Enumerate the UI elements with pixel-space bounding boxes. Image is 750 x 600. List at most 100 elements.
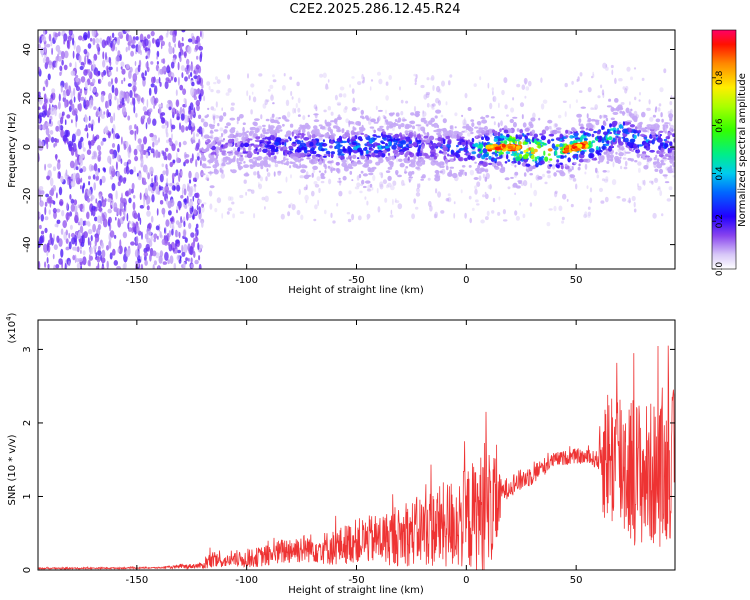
halo-blob xyxy=(430,77,435,81)
noise-blob xyxy=(92,37,96,46)
noise-blob xyxy=(157,235,159,240)
band-blob xyxy=(360,155,366,160)
noise-blob xyxy=(83,48,88,55)
band-blob xyxy=(327,160,332,164)
noise-blob xyxy=(71,110,77,116)
noise-blob xyxy=(150,96,155,104)
noise-blob xyxy=(148,222,152,229)
band-blob xyxy=(579,136,584,141)
band-blob xyxy=(316,156,319,160)
noise-blob xyxy=(98,193,102,200)
noise-blob xyxy=(131,39,136,45)
band-blob xyxy=(605,135,608,140)
halo-blob xyxy=(205,174,209,179)
band-blob xyxy=(608,136,613,141)
band-blob xyxy=(487,162,493,166)
band-blob xyxy=(528,121,533,127)
halo-blob xyxy=(592,71,595,76)
band-blob xyxy=(530,151,536,155)
halo-blob xyxy=(258,73,263,77)
halo-blob xyxy=(248,95,251,101)
noise-blob xyxy=(46,122,51,127)
band-blob xyxy=(540,135,547,141)
band-blob xyxy=(212,154,215,159)
noise-blob xyxy=(176,157,180,164)
halo-blob xyxy=(529,202,533,207)
halo-blob xyxy=(515,215,521,221)
band-blob xyxy=(285,158,289,161)
band-blob xyxy=(221,163,226,167)
band-blob xyxy=(225,156,229,159)
halo-blob xyxy=(578,90,583,93)
band-blob xyxy=(378,158,384,164)
halo-blob xyxy=(638,99,641,102)
noise-blob xyxy=(135,36,139,41)
noise-blob xyxy=(96,43,100,50)
band-blob xyxy=(669,147,675,151)
band-blob xyxy=(209,160,214,164)
noise-blob xyxy=(132,73,138,83)
band-blob xyxy=(523,172,527,177)
band-blob xyxy=(588,128,594,132)
band-blob xyxy=(480,116,486,120)
noise-blob xyxy=(182,183,186,190)
noise-blob xyxy=(174,230,179,238)
band-blob xyxy=(400,139,407,145)
noise-blob xyxy=(110,40,113,49)
noise-blob xyxy=(133,194,136,199)
halo-blob xyxy=(221,212,224,219)
noise-blob xyxy=(80,61,85,66)
band-blob xyxy=(578,158,584,163)
noise-blob xyxy=(124,202,126,211)
noise-blob xyxy=(47,110,49,117)
noise-blob xyxy=(148,87,152,96)
noise-blob xyxy=(147,117,151,125)
halo-blob xyxy=(317,199,319,207)
halo-blob xyxy=(469,169,475,176)
noise-blob xyxy=(146,34,151,39)
noise-blob xyxy=(195,44,199,51)
halo-blob xyxy=(201,127,205,134)
halo-blob xyxy=(482,173,485,179)
halo-blob xyxy=(493,121,496,126)
noise-blob xyxy=(160,117,165,124)
noise-blob xyxy=(188,109,191,115)
band-blob xyxy=(433,122,439,128)
band-blob xyxy=(659,142,664,147)
noise-blob xyxy=(115,161,118,171)
halo-blob xyxy=(388,75,393,80)
band-blob xyxy=(461,142,466,146)
noise-blob xyxy=(180,65,185,71)
halo-blob xyxy=(325,83,329,90)
band-blob xyxy=(442,118,447,124)
noise-blob xyxy=(164,185,170,194)
band-blob xyxy=(252,133,257,138)
noise-blob xyxy=(75,86,81,92)
noise-blob xyxy=(47,163,52,169)
noise-blob xyxy=(144,47,150,52)
noise-blob xyxy=(87,189,92,197)
noise-blob xyxy=(195,99,200,107)
halo-blob xyxy=(471,207,475,211)
noise-blob xyxy=(109,60,112,67)
halo-blob xyxy=(434,211,439,218)
noise-blob xyxy=(184,154,190,158)
band-blob xyxy=(636,153,641,159)
band-blob xyxy=(387,152,391,156)
noise-blob xyxy=(118,175,123,183)
band-blob xyxy=(531,129,536,135)
noise-blob xyxy=(58,93,61,102)
noise-blob xyxy=(63,64,68,71)
halo-blob xyxy=(540,77,543,83)
halo-blob xyxy=(546,222,551,227)
noise-blob xyxy=(51,88,56,94)
noise-blob xyxy=(53,143,56,148)
halo-blob xyxy=(561,220,565,224)
band-blob xyxy=(647,158,650,162)
halo-blob xyxy=(208,190,213,197)
band-blob xyxy=(655,134,659,137)
band-blob xyxy=(443,139,446,145)
noise-blob xyxy=(172,247,175,252)
noise-blob xyxy=(193,107,196,114)
band-blob xyxy=(602,170,607,173)
